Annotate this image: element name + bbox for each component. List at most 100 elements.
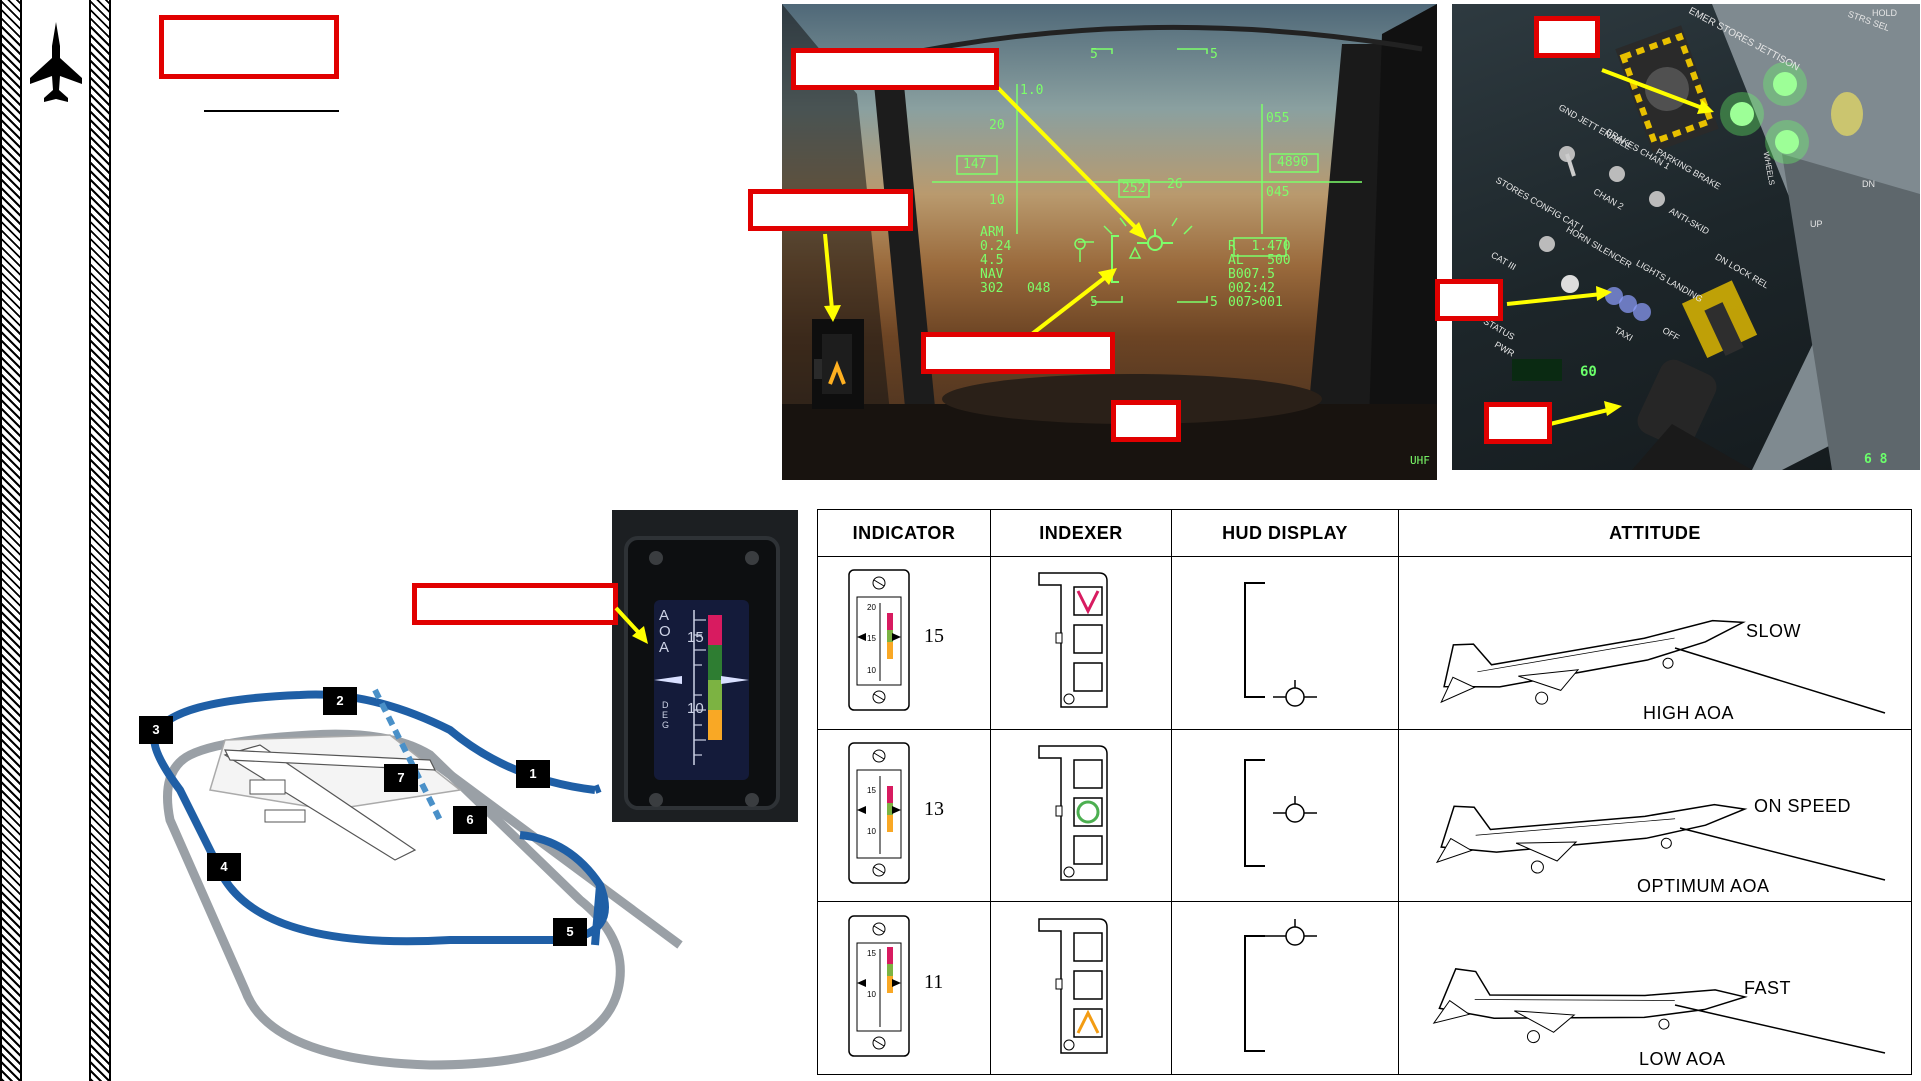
panel-callout-middle [1435, 279, 1503, 321]
hud-mode-line: NAV [980, 267, 1004, 282]
hud-callout-top [791, 48, 999, 90]
svg-text:15: 15 [867, 949, 876, 958]
hud-callout-left [748, 189, 913, 231]
landing-gear-panel-photo: EMER STORES JETTISON GND JETT ENABLE BRA… [1452, 4, 1920, 470]
hud-pitch-5-bottom-right: 5 [1210, 295, 1218, 310]
svg-text:10: 10 [867, 990, 876, 999]
pattern-marker-4: 4 [207, 853, 241, 881]
header-hud-display: HUD DISPLAY [1171, 509, 1399, 557]
hud-display-cell [1171, 556, 1399, 730]
table-row: 15 10 13 [817, 728, 1912, 903]
svg-text:15: 15 [867, 634, 876, 643]
speed-label: ON SPEED [1753, 795, 1851, 816]
panel-readout-68: 6 8 [1864, 452, 1888, 467]
aoa-gauge-mark-15: 15 [687, 629, 704, 646]
panel-label-dn: DN [1862, 179, 1875, 189]
hud-airspeed-box: 147 [963, 157, 987, 172]
indexer-graphic [1038, 745, 1108, 881]
hud-bracket-graphic [1244, 582, 1317, 708]
hud-pitch-5-bottom-left: 5 [1090, 295, 1098, 310]
hud-data-line: 007>001 [1228, 295, 1283, 310]
left-rail-inner [89, 0, 111, 1081]
hud-heading-26: 26 [1167, 177, 1183, 192]
table-row: 15 10 11 [817, 901, 1912, 1075]
aoa-indicator-graphic: 15 10 [848, 914, 910, 1057]
jet-optimum-aoa-graphic [1435, 804, 1886, 882]
hud-pitch-10: 10 [989, 193, 1005, 208]
hud-mode-line: ARM [980, 225, 1004, 240]
attitude-cell: FAST LOW AOA [1398, 901, 1912, 1075]
panel-callout-bottom [1484, 402, 1552, 444]
aoa-indicator-graphic: 15 10 [848, 742, 910, 884]
aoa-gauge-graphics [624, 536, 780, 810]
aoa-gauge-mark-10: 10 [687, 700, 704, 717]
hud-heading-252: 252 [1122, 181, 1146, 196]
hud-bracket-graphic [1244, 758, 1317, 867]
aoa-label: LOW AOA [1639, 1049, 1726, 1069]
aoa-label: OPTIMUM AOA [1637, 876, 1770, 897]
aoa-callout-box [412, 583, 618, 625]
header-indexer: INDEXER [990, 509, 1172, 557]
title-callout-box [159, 15, 339, 79]
hud-data-line: B007.5 [1228, 267, 1275, 282]
hud-pitch-5-left: 5 [1090, 47, 1098, 62]
table-header-row: INDICATOR INDEXER HUD DISPLAY ATTITUDE [817, 509, 1912, 557]
hud-altitude-box: 4890 [1277, 155, 1309, 170]
panel-label-up: UP [1810, 219, 1823, 229]
aoa-callout-arrow [614, 606, 648, 644]
indexer-cell [990, 901, 1172, 1075]
aoa-indicator-graphic: 20 15 10 [848, 569, 910, 712]
hud-mode-line: 0.24 [980, 239, 1012, 254]
pattern-marker-5: 5 [553, 918, 587, 946]
svg-text:10: 10 [867, 827, 876, 836]
indexer-cell [990, 728, 1172, 903]
title-underline [204, 110, 339, 112]
panel-readout-60: 60 [1580, 364, 1597, 380]
svg-text:10: 10 [867, 666, 876, 675]
aoa-label: HIGH AOA [1643, 702, 1735, 723]
hud-callout-bottom [1111, 400, 1181, 442]
hud-data-block: R 1.470 AL 500 B007.5 002:42 007>001 [1228, 240, 1291, 310]
hud-bracket-graphic [1244, 918, 1317, 1052]
aoa-reference-table: INDICATOR INDEXER HUD DISPLAY ATTITUDE 2… [817, 509, 1912, 1075]
traffic-pattern-diagram [150, 688, 683, 1070]
aoa-gauge-label: AOA [659, 607, 671, 656]
panel-callout-top [1534, 16, 1600, 58]
attitude-cell: ON SPEED OPTIMUM AOA [1398, 728, 1912, 903]
hud-display-cell [1171, 901, 1399, 1075]
svg-text:15: 15 [867, 786, 876, 795]
hud-scale-1-0: 1.0 [1020, 83, 1044, 98]
hud-pitch-20: 20 [989, 118, 1005, 133]
hud-pitch-5-right: 5 [1210, 47, 1218, 62]
indexer-cell [990, 556, 1172, 730]
jet-icon [28, 20, 84, 106]
indicator-cell: 20 15 10 15 [817, 556, 991, 730]
header-indicator: INDICATOR [817, 509, 991, 557]
hud-mode-line: 4.5 [980, 253, 1004, 268]
pattern-marker-6: 6 [453, 806, 487, 834]
hud-mode-block: ARM 0.24 4.5 NAV 302 048 [980, 226, 1050, 296]
jet-high-aoa-graphic [1440, 619, 1886, 714]
pattern-marker-1: 1 [516, 760, 550, 788]
header-attitude: ATTITUDE [1398, 509, 1912, 557]
hud-display-cell [1171, 728, 1399, 903]
uhf-label: UHF [1410, 454, 1430, 467]
hud-overlay-graphics [782, 4, 1437, 480]
hud-callout-middle [921, 332, 1115, 374]
hud-scale-045: 045 [1266, 185, 1290, 200]
pattern-marker-2: 2 [323, 687, 357, 715]
left-rail-outer [0, 0, 22, 1081]
indicator-cell: 15 10 11 [817, 901, 991, 1075]
svg-text:20: 20 [867, 603, 876, 612]
speed-label: FAST [1743, 978, 1791, 999]
table-row: 20 15 10 15 [817, 556, 1912, 730]
attitude-cell: SLOW HIGH AOA [1398, 556, 1912, 730]
hud-data-line: AL 500 [1228, 253, 1291, 268]
pattern-marker-7: 7 [384, 764, 418, 792]
indicator-value: 13 [924, 797, 944, 820]
panel-label-hold: HOLD [1872, 8, 1898, 18]
indicator-value: 11 [924, 970, 944, 993]
indexer-graphic [1038, 917, 1108, 1054]
speed-label: SLOW [1745, 621, 1801, 641]
aoa-gauge-photo: AOA 15 10 DEG [612, 510, 798, 822]
